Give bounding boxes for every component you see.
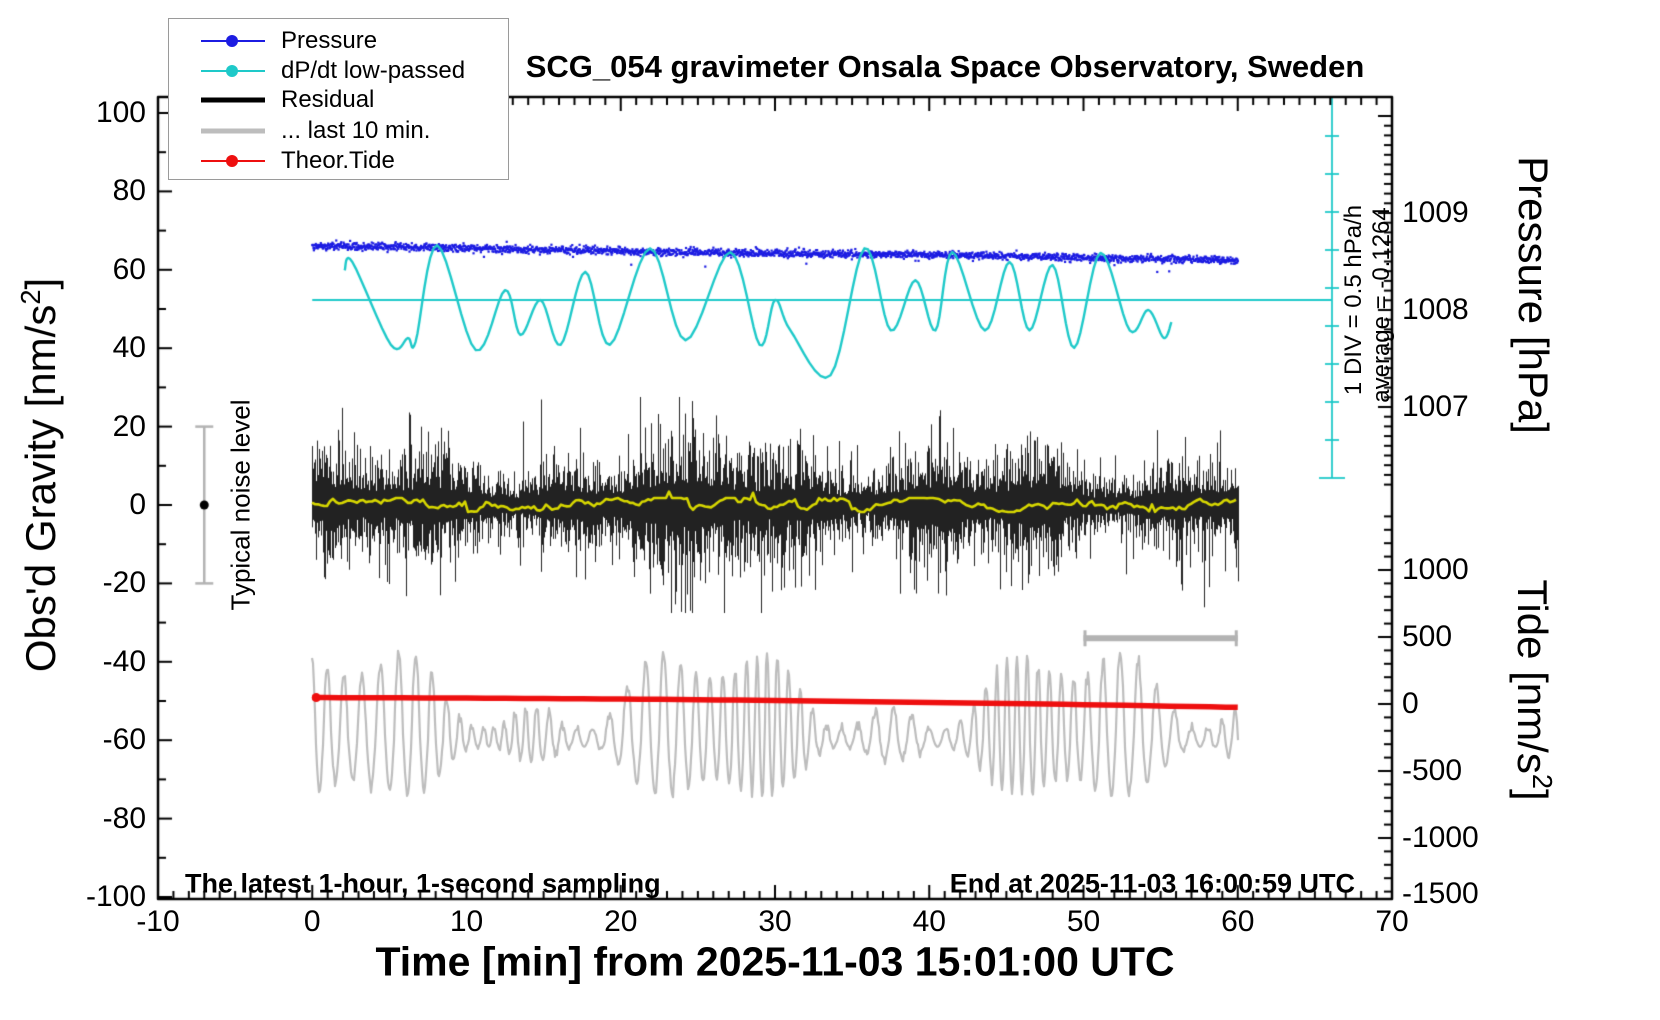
pressure-tick-label: 1009 <box>1402 196 1469 229</box>
residual-line-sample-icon <box>201 97 265 103</box>
legend-label-pressure: Pressure <box>281 27 378 54</box>
gravity-tick-label: -80 <box>102 801 146 835</box>
time-axis-label: Time [min] from 2025-11-03 15:01:00 UTC <box>375 938 1175 985</box>
pressure-tick-label: 1007 <box>1402 390 1469 423</box>
pressure-tick-label: 1008 <box>1402 293 1469 326</box>
x-tick-label: 60 <box>1221 905 1255 938</box>
tide-tick-label: 1000 <box>1402 553 1469 586</box>
legend-box: Pressure dP/dt low-passed Residual ... l… <box>168 18 509 180</box>
tide-tick-label: -500 <box>1402 754 1463 787</box>
x-tick-label: -10 <box>136 905 180 938</box>
x-tick-label: 40 <box>912 905 946 938</box>
x-tick-label: 20 <box>604 905 638 938</box>
x-tick-label: 30 <box>758 905 792 938</box>
legend-label-tide: Theor.Tide <box>281 147 395 174</box>
noise-level-annotation: Typical noise level <box>225 399 256 611</box>
legend-label-last10: ... last 10 min. <box>281 117 431 144</box>
x-tick-label: 0 <box>303 905 321 938</box>
gravity-tick-label: 80 <box>112 174 146 208</box>
page-title: SCG_054 gravimeter Onsala Space Observat… <box>525 49 1365 84</box>
gravity-tick-label: -20 <box>102 566 146 600</box>
x-tick-label: 70 <box>1375 905 1409 938</box>
average-annotation: average = -0.1264 <box>1368 207 1395 403</box>
gravity-tick-label: 100 <box>95 96 146 129</box>
tide-tick-label: -1500 <box>1402 877 1479 910</box>
dpdt-dot-icon <box>226 65 238 77</box>
tide-tick-label: 0 <box>1402 687 1419 720</box>
gravity-axis-label: Obs'd Gravity [nm/s2] <box>15 277 64 673</box>
gravity-tick-label: 60 <box>112 252 146 286</box>
tide-tick-label: 500 <box>1402 620 1453 653</box>
gravity-tick-label: -40 <box>102 644 146 678</box>
sampling-note: The latest 1-hour, 1-second sampling <box>185 868 661 899</box>
gravity-tick-label: 20 <box>112 409 146 443</box>
pressure-dot-icon <box>226 35 238 47</box>
gravity-tick-label: 0 <box>129 488 146 521</box>
pressure-axis-label: Pressure [hPa] <box>1510 156 1557 434</box>
x-tick-label: 50 <box>1066 905 1101 938</box>
gravity-tick-label: -60 <box>102 723 146 757</box>
tide-tick-label: -1000 <box>1402 821 1479 854</box>
legend-label-dpdt: dP/dt low-passed <box>281 57 466 84</box>
x-tick-label: 10 <box>449 905 484 938</box>
div-scale-annotation: 1 DIV = 0.5 hPa/h <box>1340 204 1367 396</box>
gravity-tick-label: -100 <box>85 880 146 913</box>
legend-label-residual: Residual <box>281 86 375 113</box>
last10-line-sample-icon <box>201 128 265 134</box>
tide-dot-icon <box>226 155 238 167</box>
gravity-tick-label: 40 <box>112 331 146 365</box>
tide-axis-label: Tide [nm/s2] <box>1509 579 1558 801</box>
end-time-note: End at 2025-11-03 16:00:59 UTC <box>949 868 1355 899</box>
